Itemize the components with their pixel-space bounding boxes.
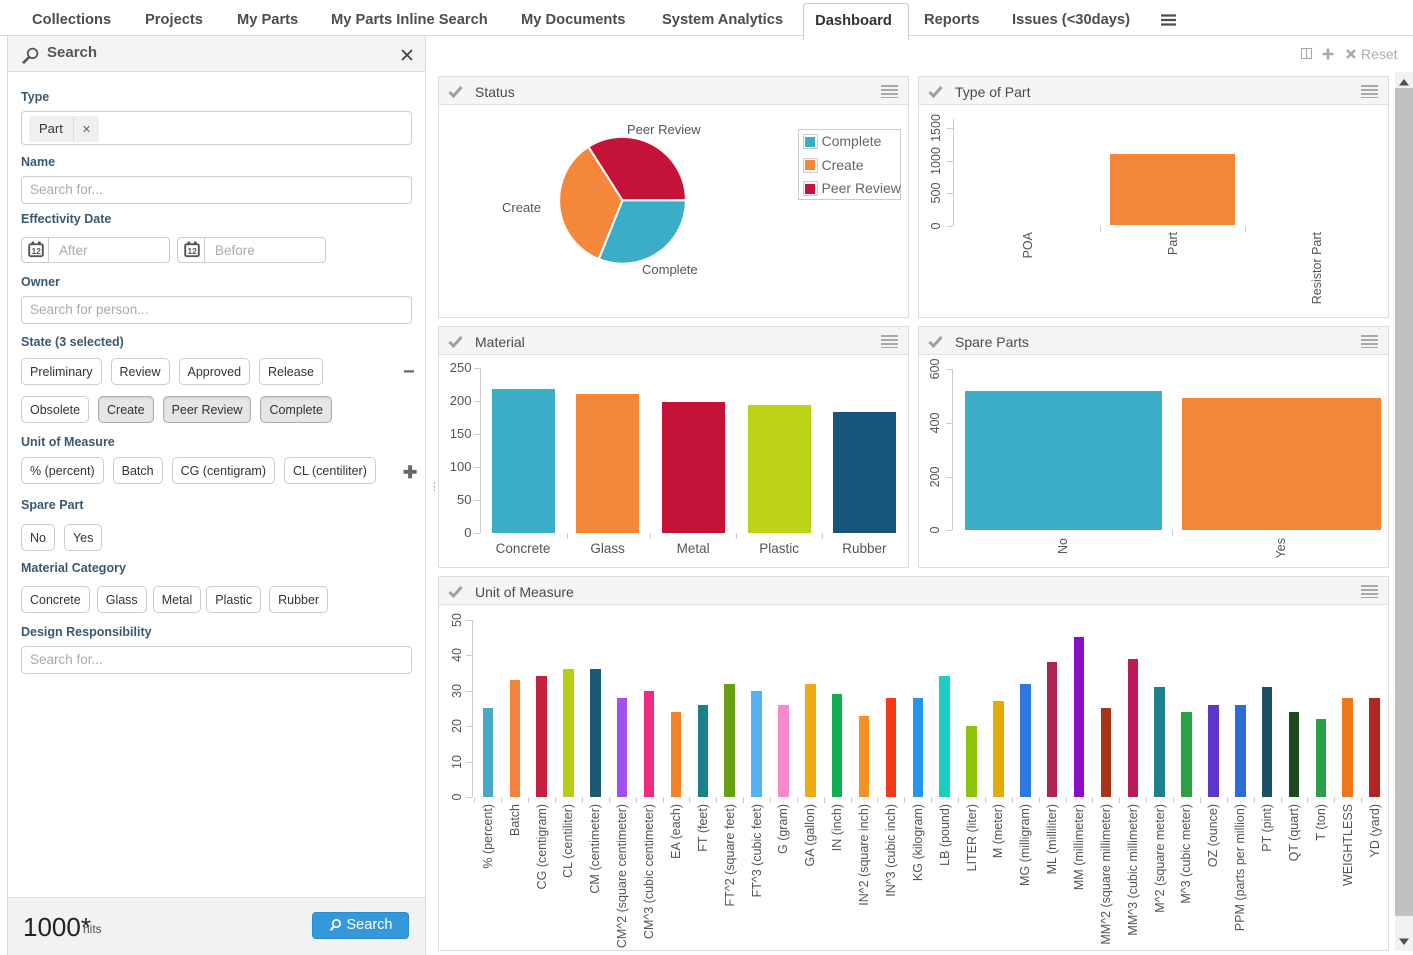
svg-text:12: 12 xyxy=(187,246,197,256)
svg-text:12: 12 xyxy=(31,246,41,256)
